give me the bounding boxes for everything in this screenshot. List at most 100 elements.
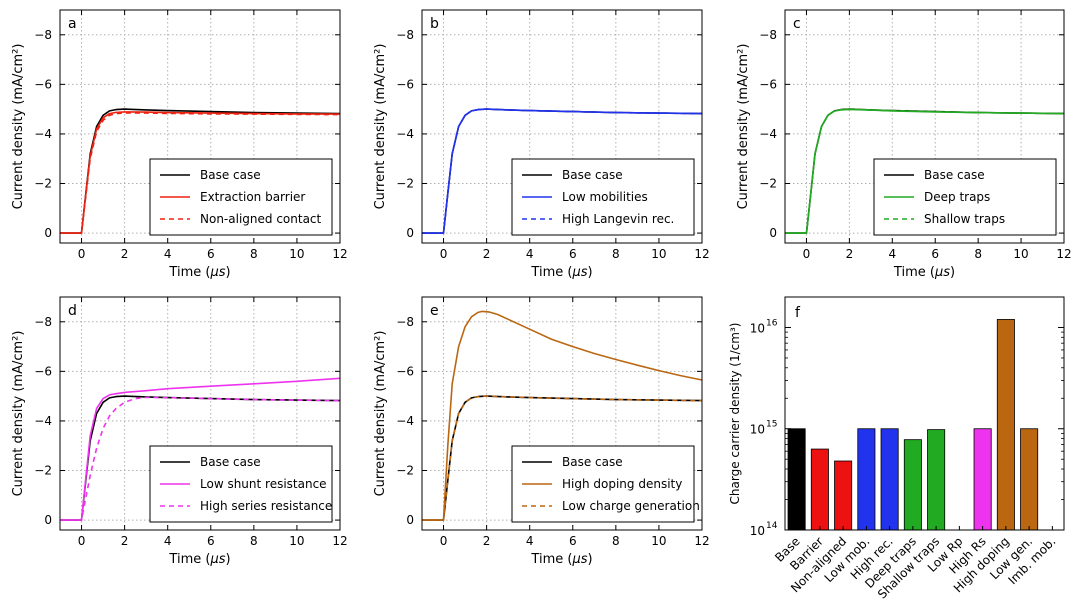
y-tick-label: 10: [750, 423, 765, 437]
series-line-3: [422, 108, 703, 234]
y-tick-label: −4: [34, 127, 52, 141]
y-tick-label: −4: [396, 127, 414, 141]
y-tick-label: −8: [34, 315, 52, 329]
legend-label: Base case: [562, 168, 623, 182]
x-tick-label: 8: [250, 247, 258, 261]
legend: Base case Low shunt resistance High series…: [149, 445, 333, 523]
y-tick-label: −2: [34, 464, 52, 478]
plot-frame: [421, 296, 703, 531]
x-tick-label: 4: [888, 247, 896, 261]
legend: Base case High doping density Low charge g…: [511, 445, 700, 523]
x-tick-label: 4: [526, 247, 534, 261]
y-axis-label: Current density (mA/cm²): [11, 331, 26, 497]
legend-label: Low shunt resistance: [200, 477, 327, 491]
x-tick-label: 12: [332, 247, 347, 261]
x-tick-label: 6: [931, 247, 939, 261]
plot-frame: [784, 296, 1065, 531]
y-axis-label: Current density (mA/cm²): [11, 44, 26, 210]
panel-d: 0 2 4 6 8 10 12 0 −2 −4 −6 −8 Base case Low shunt res…: [11, 296, 348, 567]
y-tick-label: −6: [34, 364, 52, 378]
x-tick-label: 0: [803, 247, 811, 261]
legend-label: Shallow traps: [924, 212, 1005, 226]
legend-label: Low charge generation: [562, 499, 700, 513]
x-tick-label: 2: [846, 247, 854, 261]
x-tick-label: 0: [78, 534, 86, 548]
y-tick-label: 10: [750, 321, 765, 335]
legend-label: Base case: [200, 455, 261, 469]
x-tick-label: 10: [289, 247, 304, 261]
y-tick-label: −4: [396, 414, 414, 428]
y-tick-exponent: 14: [766, 521, 778, 531]
x-tick-label: 8: [974, 247, 982, 261]
y-tick-label: −6: [396, 364, 414, 378]
bar-high-rec: [880, 428, 899, 531]
x-tick-label: 0: [440, 534, 448, 548]
y-tick-label: 0: [44, 513, 52, 527]
legend-label: Deep traps: [924, 190, 990, 204]
x-axis-label: Time (μs): [168, 552, 230, 567]
x-tick-label: 6: [207, 534, 215, 548]
x-tick-label: 6: [569, 534, 577, 548]
panel-letter: a: [68, 16, 77, 32]
y-tick-label: −8: [34, 28, 52, 42]
bar-non-aligned: [834, 460, 853, 531]
bar-low-gen: [1020, 428, 1039, 531]
bar-low-mob: [857, 428, 876, 531]
y-tick-label: 0: [406, 513, 414, 527]
y-tick-label: 0: [769, 226, 777, 240]
x-tick-label: 4: [164, 247, 172, 261]
x-tick-label: 2: [483, 247, 491, 261]
panel-c: 0 2 4 6 8 10 12 0 −2 −4 −6 −8 Base case Deep traps Sha…: [736, 9, 1072, 280]
legend-label: High series resistance: [200, 499, 332, 513]
y-axis-label: Current density (mA/cm²): [373, 331, 388, 497]
bar-high-rs: [973, 428, 992, 531]
y-tick-label: −6: [759, 77, 777, 91]
y-tick-label: −6: [34, 77, 52, 91]
x-tick-label: 12: [332, 534, 347, 548]
legend-label: Base case: [562, 455, 623, 469]
x-tick-label: 12: [694, 534, 709, 548]
y-tick-label: −8: [396, 28, 414, 42]
panel-e: 0 2 4 6 8 10 12 0 −2 −4 −6 −8 Base case High doping d…: [373, 296, 710, 567]
series-line-2: [60, 377, 341, 521]
x-axis-label: Time (μs): [530, 552, 592, 567]
y-axis-label: Charge carrier density (1/cm³): [728, 323, 742, 505]
bar-base: [787, 428, 806, 531]
y-tick-label: −6: [396, 77, 414, 91]
y-tick-label: 0: [44, 226, 52, 240]
x-tick-label: 12: [1056, 247, 1071, 261]
x-axis-label: Time (μs): [530, 265, 592, 280]
panel-letter: d: [68, 303, 77, 319]
plot-frame: [59, 296, 341, 531]
bar-barrier: [810, 448, 829, 531]
x-tick-label: 8: [612, 247, 620, 261]
y-axis-label: Current density (mA/cm²): [373, 44, 388, 210]
y-tick-label: −4: [34, 414, 52, 428]
x-tick-label: 2: [121, 247, 129, 261]
y-tick-label: −8: [396, 315, 414, 329]
x-tick-label: 10: [1013, 247, 1028, 261]
x-tick-label: 2: [483, 534, 491, 548]
bar-high-doping: [996, 319, 1015, 531]
plot-frame: [784, 9, 1065, 244]
x-axis-label: Time (μs): [168, 265, 230, 280]
panel-a: 0 2 4 6 8 10 12 0 −2 −4 −6 −8 Base case Extraction ba…: [11, 9, 348, 280]
y-tick-exponent: 15: [766, 420, 777, 430]
legend: Base case Extraction barrier Non-aligned c…: [149, 158, 333, 236]
plot-frame: [59, 9, 341, 244]
y-tick-label: −2: [396, 177, 414, 191]
x-tick-label: 0: [440, 247, 448, 261]
series-line-3: [785, 108, 1065, 234]
x-axis-label: Time (μs): [893, 265, 955, 280]
legend-label: Base case: [200, 168, 261, 182]
x-tick-label: 4: [526, 534, 534, 548]
panel-b: 0 2 4 6 8 10 12 0 −2 −4 −6 −8 Base case Low mobilitie…: [373, 9, 710, 280]
panel-letter: e: [430, 303, 439, 319]
plot-frame: [421, 9, 703, 244]
legend: Base case Low mobilities High Langevin rec…: [511, 158, 695, 236]
series-line-3: [422, 395, 703, 521]
y-tick-label: −8: [759, 28, 777, 42]
panel-letter: c: [793, 16, 801, 32]
